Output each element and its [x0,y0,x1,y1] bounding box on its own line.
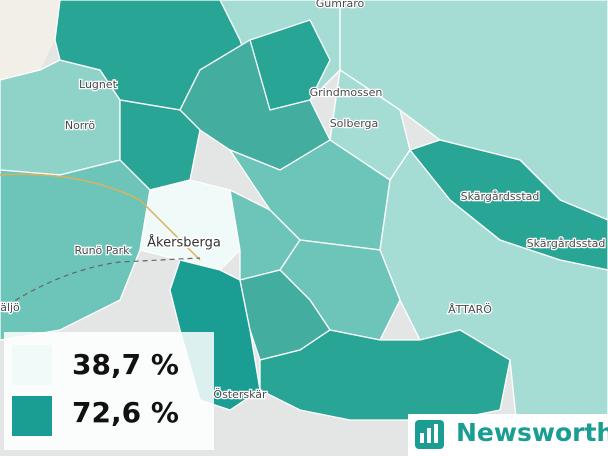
logo-icon-bar [434,424,438,443]
legend-label: 72,6 % [72,396,179,429]
place-label: Solberga [330,117,379,130]
place-label: ÅTTARÖ [448,303,492,316]
place-label: Gumrarö [316,0,365,10]
logo-text: Newsworthy [456,418,608,447]
region [379,148,608,456]
railway [0,257,201,311]
logo-icon-bar [427,428,431,443]
place-label: Norrö [65,119,96,132]
place-label: Lugnet [79,78,118,91]
town-label: Åkersberga [147,235,221,251]
logo-icon-bar [420,433,424,443]
region [179,39,331,171]
place-label: äljö [0,301,20,314]
place-label: Skärgårdsstad [461,190,540,203]
road [0,173,201,261]
place-label: Österskär [213,388,267,401]
logo: Newsworthy [408,414,608,456]
place-label: Skärgårdsstad [527,237,606,250]
legend-label: 38,7 % [72,348,179,381]
place-label: Grindmossen [310,86,383,99]
legend-swatch [12,396,52,436]
region [259,329,511,421]
place-label: Runö Park [74,244,130,257]
legend-swatch [12,345,52,385]
land-outside [0,0,60,80]
region [139,179,241,271]
legend: 38,7 % 72,6 % [4,332,214,450]
